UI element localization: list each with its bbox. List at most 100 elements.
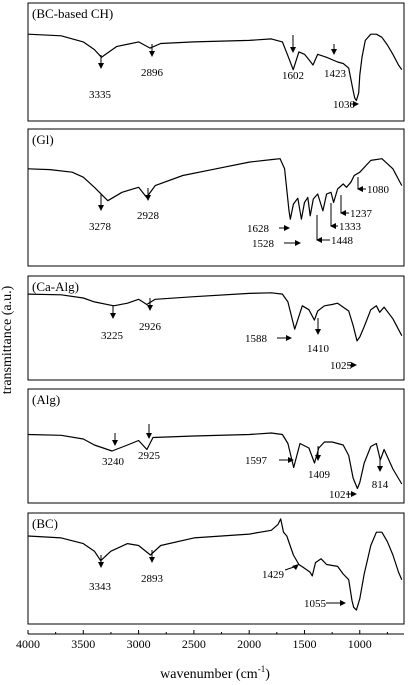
peak-annotation-1597: 1597 (245, 455, 294, 467)
peak-label: 1597 (245, 455, 268, 467)
panel-4: (Alg) 3240 2925 1597 1409 1021 814 (27, 388, 405, 504)
panel-frame (27, 512, 405, 625)
peak-arrow-head (351, 362, 357, 368)
peak-arrow-head (145, 195, 151, 201)
peak-annotation-1528: 1528 (252, 238, 301, 250)
peak-annotation-2926: 2926 (139, 298, 162, 333)
y-axis-label: transmittance (a.u.) (0, 285, 15, 394)
panel-frame (27, 128, 405, 267)
peak-label: 3278 (89, 221, 112, 233)
peak-annotation-1628: 1628 (247, 223, 290, 235)
spectrum-line (27, 518, 403, 611)
peak-arrow-head (295, 240, 301, 246)
x-tick-label-3500: 3500 (71, 637, 95, 651)
peak-annotation-2896: 2896 (141, 44, 164, 79)
peak-label: 1237 (350, 208, 373, 220)
x-tick-label-3000: 3000 (127, 637, 151, 651)
peak-arrow-head (316, 237, 322, 243)
peak-label: 1333 (339, 221, 362, 233)
peak-arrow-head (315, 455, 321, 461)
spectra-panels: (BC-based CH) 3335 2896 1602 1423 1030 (Gl) 327… (27, 2, 405, 625)
peak-arrow-head (330, 223, 336, 229)
x-axis-label-main: wavenumber (cm (160, 667, 258, 682)
peak-arrow-head (112, 440, 118, 446)
peak-label: 2926 (139, 321, 162, 333)
peak-annotation-1021: 1021 (329, 489, 357, 501)
peak-label: 2925 (138, 450, 161, 462)
panel-label: (Alg) (32, 392, 60, 407)
peak-label: 1429 (262, 569, 285, 581)
peak-label: 1628 (247, 223, 270, 235)
panel-frame (27, 2, 405, 122)
spectrum-line (27, 158, 403, 220)
peak-annotation-2893: 2893 (141, 550, 164, 585)
peak-annotation-1602: 1602 (282, 35, 304, 82)
peak-label: 3335 (89, 89, 112, 101)
panel-frame (27, 275, 405, 381)
peak-label: 1025 (330, 360, 353, 372)
panel-label: (Ca-Alg) (32, 279, 79, 294)
peak-arrow-head (147, 305, 153, 311)
peak-label: 1423 (324, 68, 347, 80)
peak-label: 3343 (89, 581, 112, 593)
peak-arrow-head (149, 557, 155, 563)
peak-arrow-head (292, 564, 299, 570)
peak-arrow-head (315, 329, 321, 335)
x-tick-label-4000: 4000 (16, 637, 40, 651)
peak-annotation-3343: 3343 (89, 555, 112, 593)
peak-annotation-2925: 2925 (138, 424, 161, 462)
peak-arrow-head (340, 210, 346, 216)
x-axis-label: wavenumber (cm-1) (160, 664, 270, 682)
x-tick-label-1500: 1500 (292, 637, 316, 651)
peak-label: 2893 (141, 573, 164, 585)
x-tick-label-2500: 2500 (182, 637, 206, 651)
peak-label: 2928 (137, 210, 160, 222)
peak-annotation-1588: 1588 (245, 333, 292, 345)
peak-annotation-3335: 3335 (89, 55, 112, 101)
x-axis-label-suffix: ) (265, 667, 270, 682)
peak-annotation-1409: 1409 (308, 446, 331, 481)
peak-arrow-head (377, 466, 383, 472)
peak-arrow-head (331, 49, 337, 55)
peak-label: 3225 (101, 330, 124, 342)
peak-arrow-head (110, 313, 116, 319)
peak-arrow-head (98, 562, 104, 568)
peak-arrow-head (98, 205, 104, 211)
peak-annotation-1423: 1423 (324, 44, 347, 80)
panel-5: (BC) 3343 2893 1429 1055 (27, 512, 405, 625)
peak-annotation-1410: 1410 (307, 318, 330, 355)
peak-annotation-814: 814 (372, 458, 389, 491)
x-axis-label-superscript: -1 (258, 664, 266, 674)
peak-arrow-head (286, 335, 292, 341)
spectrum-line (27, 33, 403, 102)
peak-annotation-1030: 1030 (333, 99, 359, 111)
peak-annotation-1055: 1055 (304, 598, 346, 610)
peak-arrow-head (340, 600, 346, 606)
peak-label: 1528 (252, 238, 275, 250)
peak-arrow-head (146, 433, 152, 439)
peak-label: 1409 (308, 469, 331, 481)
panel-label: (Gl) (32, 132, 54, 147)
spectrum-line (27, 292, 403, 342)
peak-annotation-1080: 1080 (357, 177, 390, 196)
peak-annotation-2928: 2928 (137, 188, 160, 222)
peak-annotation-3225: 3225 (101, 305, 124, 342)
peak-annotation-1448: 1448 (316, 215, 354, 247)
peak-annotation-1333: 1333 (330, 203, 362, 233)
peak-label: 1410 (307, 343, 330, 355)
peak-annotation-1025: 1025 (330, 360, 357, 372)
peak-label: 1080 (367, 184, 390, 196)
peak-arrow-head (288, 457, 294, 463)
peak-label: 1030 (333, 99, 356, 111)
peak-arrow-head (353, 101, 359, 107)
panel-1: (BC-based CH) 3335 2896 1602 1423 1030 (27, 2, 405, 122)
peak-label: 1602 (282, 70, 304, 82)
peak-arrow-head (351, 491, 357, 497)
peak-label: 2896 (141, 67, 164, 79)
panel-label: (BC) (32, 516, 58, 531)
panel-label: (BC-based CH) (32, 6, 113, 21)
panel-frame (27, 388, 405, 504)
